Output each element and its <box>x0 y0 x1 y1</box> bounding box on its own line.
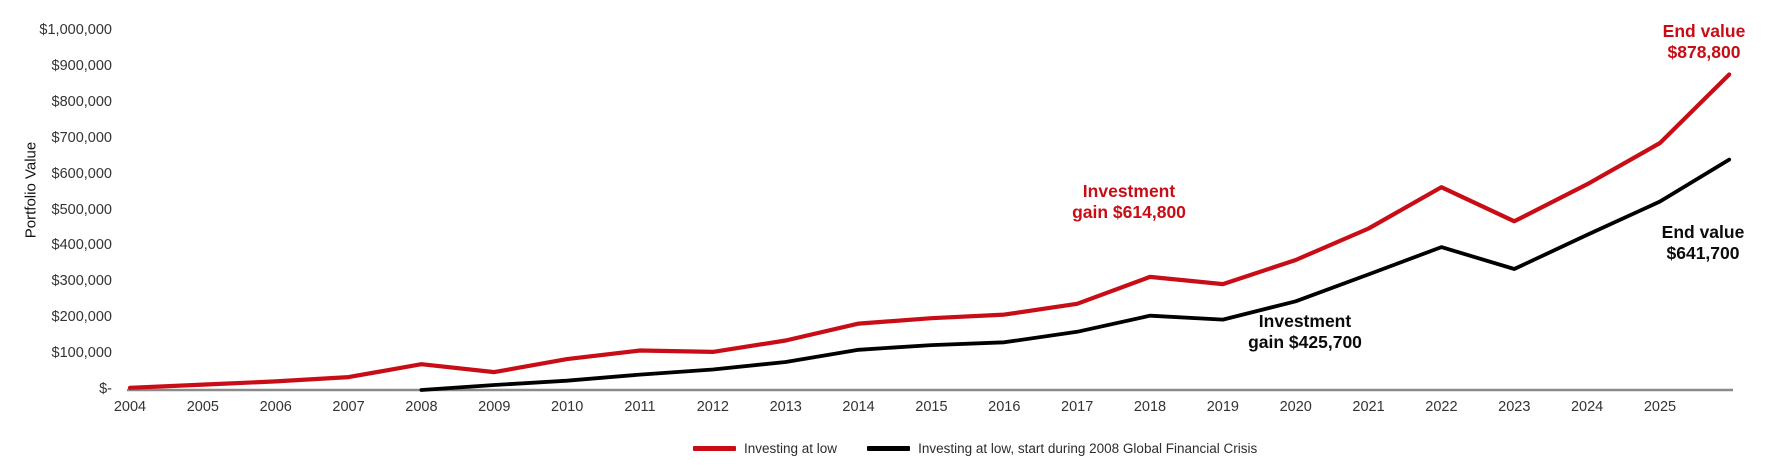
annotation-investment-gain-red: Investment gain $614,800 <box>1072 181 1186 222</box>
x-axis-tick-label: 2016 <box>988 399 1021 415</box>
series-line-investing-at-low <box>127 72 1732 390</box>
x-axis-tick-label: 2006 <box>259 399 292 415</box>
annotation-line-2: gain $425,700 <box>1248 331 1362 352</box>
x-axis-tick-label: 2008 <box>405 399 438 415</box>
y-axis-tick-label: $1,000,000 <box>39 22 112 38</box>
annotation-end-value-black: End value $641,700 <box>1662 222 1745 263</box>
y-axis-tick-label: $500,000 <box>51 201 112 218</box>
y-axis-title: Portfolio Value <box>22 141 40 239</box>
annotation-line-1: Investment <box>1082 181 1176 201</box>
legend-swatch-icon <box>693 446 736 451</box>
x-axis-tick-label: 2010 <box>551 399 584 415</box>
x-axis-tick-label: 2009 <box>478 399 511 415</box>
annotation-line-2: gain $614,800 <box>1072 201 1186 222</box>
legend-swatch-icon <box>867 446 911 451</box>
x-axis-tick-label: 2017 <box>1061 399 1094 415</box>
x-axis-tick-label: 2013 <box>769 399 802 415</box>
x-axis-tick-label: 2022 <box>1425 399 1458 415</box>
y-axis-tick-label: $900,000 <box>51 57 112 74</box>
legend-item-investing-at-low-2008-start: Investing at low, start during 2008 Glob… <box>867 441 1257 456</box>
y-axis-tick-label: $100,000 <box>51 345 112 362</box>
annotation-line-2: $878,800 <box>1667 41 1741 62</box>
x-axis-tick-label: 2025 <box>1643 399 1677 415</box>
x-axis-tick-label: 2004 <box>113 399 147 415</box>
y-axis-tick-label: $800,000 <box>51 93 112 110</box>
annotation-end-value-red: End value $878,800 <box>1663 21 1746 62</box>
chart-legend: Investing at low Investing at low, start … <box>693 441 1257 456</box>
y-axis-tick-label: $600,000 <box>51 165 112 182</box>
x-axis-tick-label: 2018 <box>1133 399 1167 415</box>
y-axis-tick-label: $700,000 <box>51 129 112 146</box>
legend-label: Investing at low <box>744 441 838 456</box>
legend-item-investing-at-low: Investing at low <box>693 441 837 456</box>
x-axis-tick-label: 2014 <box>842 399 875 415</box>
x-axis-tick-label: 2019 <box>1206 399 1239 415</box>
y-axis-tick-label: $200,000 <box>51 309 112 326</box>
annotation-line-1: End value <box>1661 222 1745 242</box>
annotation-line-2: $641,700 <box>1666 242 1740 263</box>
x-axis-tick-label: 2007 <box>332 399 365 415</box>
annotation-line-1: End value <box>1662 21 1746 41</box>
x-axis-tick-label: 2005 <box>186 399 219 415</box>
y-axis-tick-label: $400,000 <box>51 237 112 254</box>
x-axis-tick-label: 2015 <box>915 399 948 415</box>
y-axis-tick-label: $300,000 <box>51 273 112 290</box>
x-axis-tick-label: 2011 <box>624 399 656 415</box>
x-axis-tick-label: 2024 <box>1570 399 1604 415</box>
x-axis-tick-label: 2020 <box>1279 399 1312 415</box>
y-axis-tick-label: $- <box>99 381 112 397</box>
annotation-line-1: Investment <box>1258 311 1352 331</box>
series-line-investing-at-low-2008-start <box>419 157 1732 392</box>
x-axis-tick-label: 2023 <box>1498 399 1531 415</box>
legend-label: Investing at low, start during 2008 Glob… <box>918 441 1258 456</box>
x-axis-tick-label: 2021 <box>1352 399 1385 415</box>
annotation-investment-gain-black: Investment gain $425,700 <box>1248 311 1362 352</box>
x-axis-tick-label: 2012 <box>696 399 729 415</box>
